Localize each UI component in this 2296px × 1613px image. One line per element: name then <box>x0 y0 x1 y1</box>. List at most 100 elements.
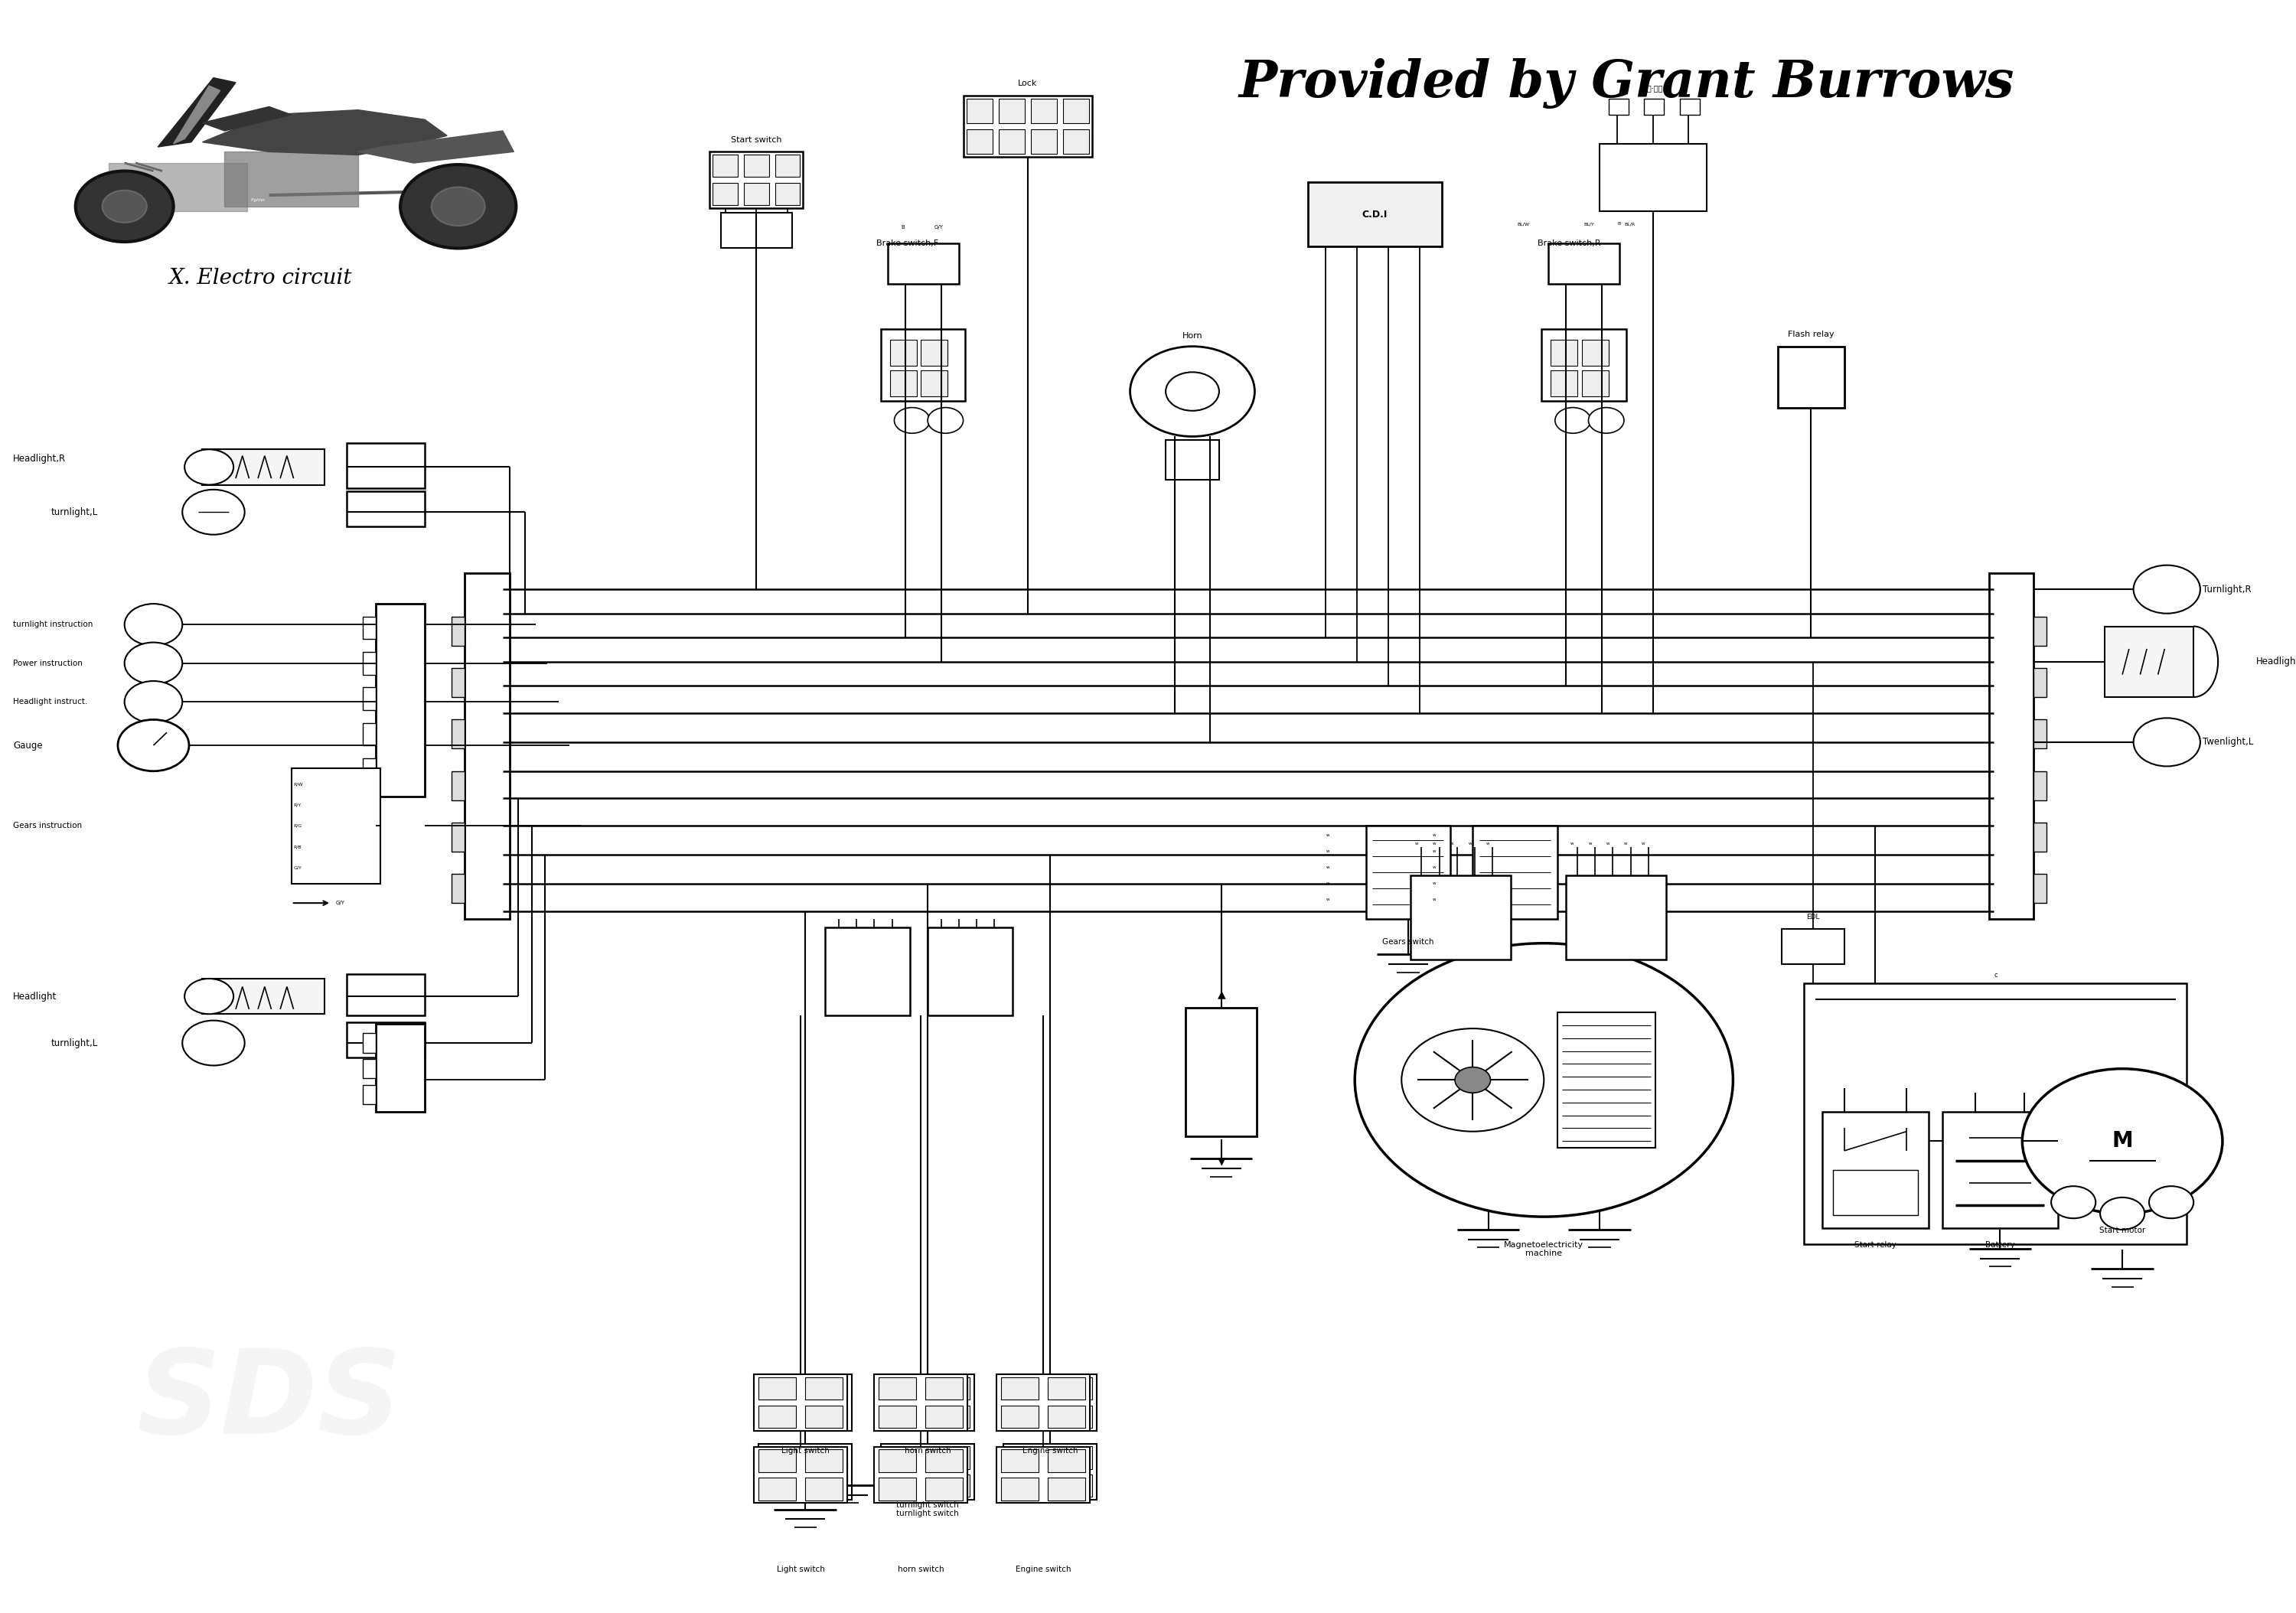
Bar <box>1309 182 1442 247</box>
Circle shape <box>124 681 181 723</box>
Text: Engine switch: Engine switch <box>1015 1566 1070 1573</box>
Text: turnlight switch: turnlight switch <box>895 1510 960 1518</box>
Text: w: w <box>1486 842 1490 845</box>
Text: Twenlight,L: Twenlight,L <box>2202 737 2252 747</box>
Text: Brake switch,F: Brake switch,F <box>877 240 939 247</box>
Bar <box>712 182 737 205</box>
Text: G/Y: G/Y <box>934 226 944 229</box>
Bar <box>753 1374 847 1431</box>
Bar <box>758 1378 797 1400</box>
Bar <box>744 182 769 205</box>
Text: w: w <box>1433 898 1435 902</box>
Bar <box>2034 616 2046 645</box>
Text: Power instruction: Power instruction <box>14 660 83 668</box>
Bar <box>1008 1378 1045 1400</box>
Bar <box>967 129 992 153</box>
Bar <box>925 1450 962 1473</box>
Bar <box>1609 98 1628 115</box>
Bar <box>1054 1378 1093 1400</box>
Bar <box>2034 874 2046 903</box>
Circle shape <box>76 171 174 242</box>
Text: Provided by Grant Burrows: Provided by Grant Burrows <box>1238 58 2014 110</box>
Circle shape <box>2149 1186 2193 1218</box>
Text: w: w <box>1467 842 1472 845</box>
Bar <box>1988 573 2034 919</box>
Bar <box>363 723 377 745</box>
Text: Gauge: Gauge <box>14 740 44 750</box>
Text: ▲: ▲ <box>1217 989 1226 1000</box>
Bar <box>1472 826 1557 919</box>
Text: turnlight,L: turnlight,L <box>51 1039 99 1048</box>
Bar <box>1166 440 1219 481</box>
Circle shape <box>2133 718 2200 766</box>
Text: C.D.I: C.D.I <box>1362 210 1387 219</box>
Circle shape <box>1401 1029 1543 1131</box>
Bar <box>1832 1169 1917 1215</box>
Bar <box>1566 876 1667 960</box>
Text: w: w <box>1325 882 1329 886</box>
Bar <box>762 1405 801 1428</box>
Text: M: M <box>2112 1131 2133 1152</box>
Bar <box>1003 1444 1097 1500</box>
Text: w: w <box>1325 866 1329 869</box>
Bar <box>363 758 377 781</box>
Bar <box>1823 1111 1929 1227</box>
Bar <box>886 1447 923 1469</box>
Circle shape <box>2023 1069 2223 1213</box>
Bar <box>1582 371 1609 397</box>
Text: Brake switch,R: Brake switch,R <box>1538 240 1600 247</box>
Circle shape <box>1355 944 1733 1216</box>
Bar <box>758 1374 852 1431</box>
Bar <box>879 1478 916 1500</box>
Bar <box>753 1447 847 1503</box>
Bar <box>879 1450 916 1473</box>
Bar <box>363 1034 377 1053</box>
Text: Horn: Horn <box>1182 332 1203 340</box>
Bar <box>996 1447 1091 1503</box>
Bar <box>377 603 425 797</box>
Bar <box>292 768 381 884</box>
Bar <box>810 1474 847 1497</box>
Text: R/B: R/B <box>294 845 301 848</box>
Bar <box>928 927 1013 1016</box>
Text: Gears instruction: Gears instruction <box>14 823 83 829</box>
Bar <box>999 98 1024 123</box>
Text: Headlight,R: Headlight,R <box>14 453 67 465</box>
Bar <box>1366 826 1451 919</box>
Bar <box>452 874 464 903</box>
Bar <box>464 573 510 919</box>
Text: w: w <box>1433 834 1435 837</box>
Bar <box>758 1444 852 1500</box>
Text: w: w <box>1325 898 1329 902</box>
Polygon shape <box>358 131 514 163</box>
Circle shape <box>1589 408 1623 434</box>
Circle shape <box>400 165 517 248</box>
Bar <box>1054 1474 1093 1497</box>
Bar <box>709 152 804 208</box>
Text: G/Y: G/Y <box>335 900 344 905</box>
Bar <box>776 155 799 177</box>
Bar <box>1031 98 1056 123</box>
Bar <box>762 1474 801 1497</box>
Bar <box>967 98 992 123</box>
Bar <box>758 1450 797 1473</box>
Bar <box>721 213 792 248</box>
Polygon shape <box>202 106 292 131</box>
Bar <box>806 1378 843 1400</box>
Circle shape <box>181 490 246 534</box>
Text: Fighter: Fighter <box>250 198 266 202</box>
Text: Engine switch: Engine switch <box>1022 1447 1077 1455</box>
Bar <box>882 329 964 402</box>
Bar <box>744 155 769 177</box>
Circle shape <box>2133 565 2200 613</box>
Bar <box>932 1447 969 1469</box>
Bar <box>1557 1013 1655 1147</box>
Text: w: w <box>1642 842 1646 845</box>
Text: R/W: R/W <box>294 782 303 786</box>
Bar <box>891 371 916 397</box>
Text: EDL: EDL <box>1807 915 1821 921</box>
Text: horn switch: horn switch <box>905 1447 951 1455</box>
Circle shape <box>124 642 181 684</box>
Bar <box>363 1086 377 1105</box>
Text: Lock: Lock <box>1017 79 1038 87</box>
